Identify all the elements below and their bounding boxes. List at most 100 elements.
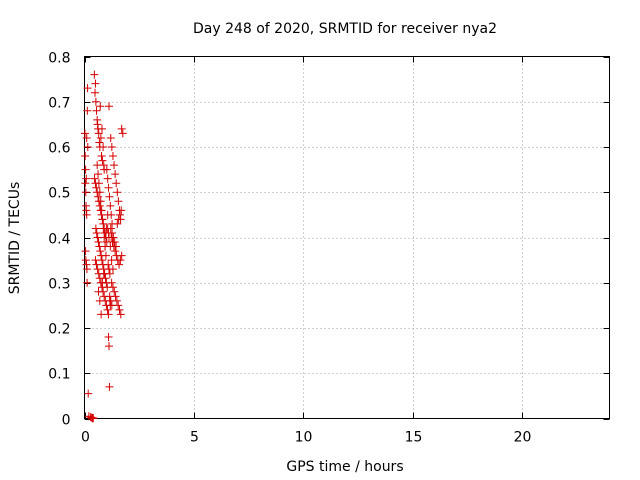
data-point — [95, 188, 104, 197]
data-point — [84, 389, 93, 398]
data-point — [93, 265, 102, 274]
data-point — [92, 106, 101, 115]
data-point — [107, 278, 116, 287]
data-point — [117, 124, 126, 133]
data-point — [82, 210, 91, 219]
data-point — [108, 265, 117, 274]
data-point — [105, 382, 114, 391]
data-point — [105, 102, 113, 111]
x-tick-label: 15 — [405, 430, 423, 446]
y-axis-label: SRMTID / TECUs — [7, 182, 23, 295]
x-tick-label: 0 — [81, 430, 90, 446]
data-point — [83, 278, 92, 287]
data-point — [81, 152, 90, 161]
data-point — [113, 219, 122, 228]
data-point — [117, 206, 126, 215]
data-point — [92, 183, 101, 192]
data-point — [106, 224, 115, 233]
data-point — [110, 238, 119, 247]
data-point — [116, 256, 125, 265]
data-point — [98, 156, 107, 165]
data-point — [104, 260, 113, 269]
axis-ticks: 0 5 10 15 20 0 0.1 0.2 0.3 0.4 0.5 0.6 0.7 0.8 — [48, 51, 610, 446]
data-point — [108, 228, 117, 237]
data-point — [91, 256, 100, 265]
data-point — [91, 79, 100, 88]
data-point — [98, 278, 107, 287]
data-point — [108, 152, 117, 161]
data-point — [95, 296, 104, 305]
data-point — [102, 165, 111, 174]
data-point — [106, 133, 115, 142]
y-tick-label: 0.1 — [48, 367, 70, 383]
data-point — [96, 197, 105, 206]
data-point — [115, 305, 124, 314]
data-point — [115, 260, 124, 269]
data-point — [106, 201, 115, 210]
y-tick-label: 0.4 — [48, 232, 70, 248]
data-point — [98, 215, 107, 224]
data-point — [115, 210, 124, 219]
chart-title: Day 248 of 2020, SRMTID for receiver nya… — [193, 21, 497, 37]
data-point — [95, 274, 104, 283]
data-point — [99, 269, 108, 278]
data-point — [116, 310, 125, 319]
data-point — [82, 133, 91, 142]
y-tick-label: 0.8 — [48, 51, 70, 67]
data-point — [81, 188, 90, 197]
data-points — [80, 70, 127, 423]
data-point — [113, 188, 122, 197]
data-point — [93, 161, 102, 170]
data-point — [97, 152, 106, 161]
data-point — [103, 305, 112, 314]
y-tick-label: 0.5 — [48, 186, 70, 202]
data-point — [114, 301, 123, 310]
data-point — [104, 183, 113, 192]
data-point — [112, 179, 121, 188]
data-point — [105, 192, 114, 201]
data-point — [81, 247, 90, 256]
data-point — [110, 287, 119, 296]
data-point — [94, 287, 103, 296]
data-point — [91, 97, 100, 106]
data-point — [92, 260, 101, 269]
data-point — [91, 224, 100, 233]
x-tick-label: 10 — [295, 430, 313, 446]
data-point — [104, 333, 113, 342]
x-tick-label: 5 — [190, 430, 199, 446]
data-point — [80, 129, 89, 138]
data-point — [106, 301, 115, 310]
data-point — [97, 206, 106, 215]
data-point — [94, 170, 103, 179]
y-tick-label: 0.6 — [48, 141, 70, 157]
data-point — [114, 215, 123, 224]
data-point — [107, 143, 116, 151]
data-point — [103, 210, 112, 219]
data-point — [92, 228, 101, 237]
data-point — [83, 106, 92, 115]
y-tick-label: 0.2 — [48, 322, 70, 338]
data-point — [111, 292, 120, 301]
data-point — [117, 251, 126, 260]
data-point — [82, 174, 91, 183]
x-axis-label: GPS time / hours — [286, 459, 403, 475]
data-point — [111, 170, 120, 179]
data-point — [97, 310, 106, 319]
data-point — [82, 265, 91, 274]
data-point — [94, 192, 103, 201]
data-point — [96, 133, 105, 142]
data-point — [96, 247, 105, 256]
plot-frame — [84, 56, 610, 419]
y-tick-label: 0.3 — [48, 277, 70, 293]
data-point — [111, 247, 120, 256]
data-point — [98, 124, 106, 133]
data-point — [109, 233, 118, 242]
data-point — [118, 129, 127, 138]
data-point — [103, 174, 112, 183]
data-point — [83, 143, 92, 151]
data-point — [101, 251, 110, 260]
data-point — [89, 414, 98, 423]
data-point — [112, 296, 121, 305]
data-point — [83, 84, 92, 93]
